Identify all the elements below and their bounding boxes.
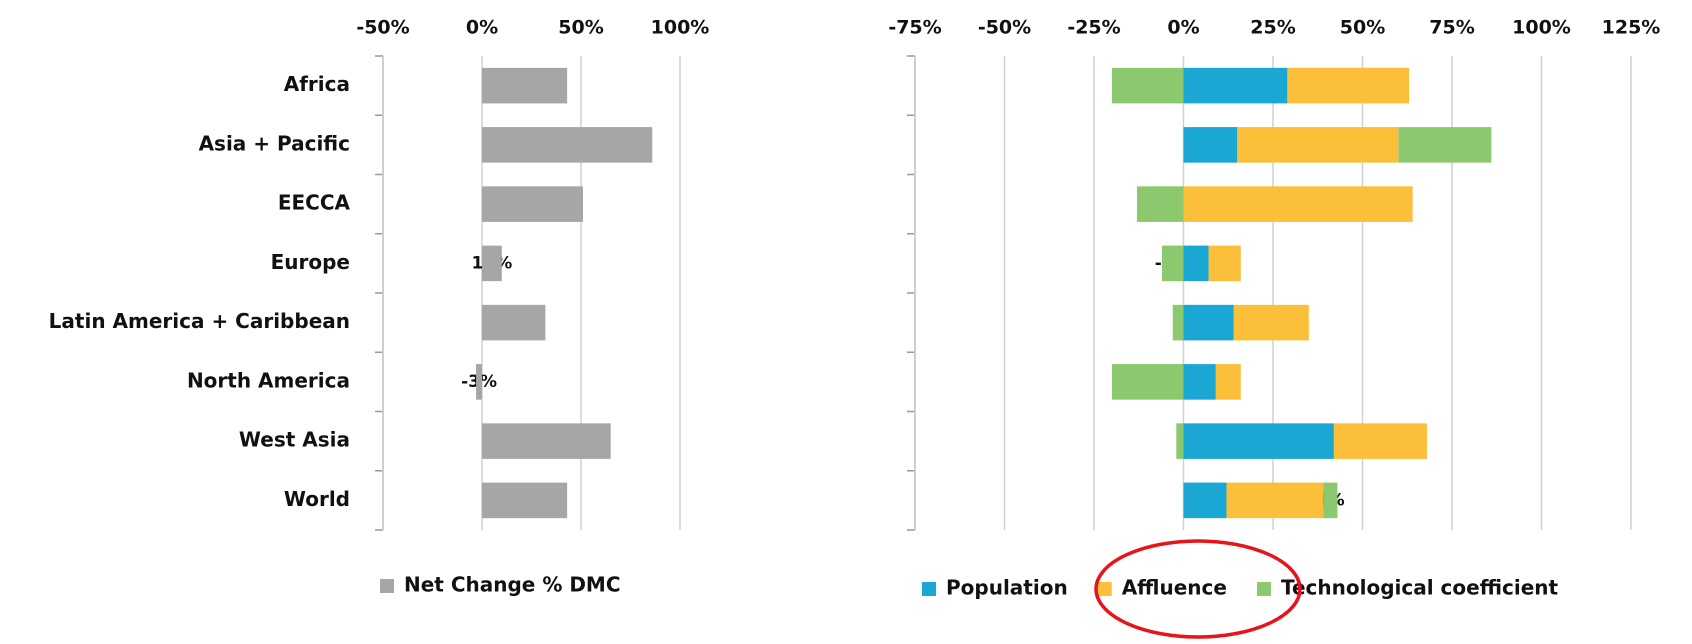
legend-swatch	[380, 579, 394, 593]
bar-segment	[1162, 245, 1184, 282]
bar-segment	[1183, 245, 1209, 282]
bar-segment	[1237, 127, 1399, 163]
bar	[482, 67, 568, 104]
bar	[482, 245, 502, 282]
bar-segment	[1398, 127, 1492, 163]
legend-label: Technological coefficient	[1281, 576, 1559, 600]
bar-segment	[1183, 304, 1234, 341]
category-label: Europe	[271, 250, 350, 274]
x-tick-label: 75%	[1429, 17, 1474, 39]
x-tick-label: -50%	[978, 17, 1031, 39]
bar-segment	[1183, 423, 1334, 459]
category-label: Africa	[284, 72, 350, 96]
bar-segment	[1287, 67, 1410, 104]
legend-label: Affluence	[1122, 576, 1227, 600]
x-tick-label: 50%	[558, 17, 603, 39]
legend-label: Net Change % DMC	[404, 573, 621, 597]
bar-segment	[1215, 364, 1241, 400]
bar-segment	[1136, 186, 1184, 222]
bar-segment	[1111, 67, 1184, 104]
category-label: World	[284, 487, 350, 511]
bar-segment	[1208, 245, 1241, 282]
bar-segment	[1226, 482, 1324, 519]
category-label: Latin America + Caribbean	[49, 309, 350, 333]
legend-swatch	[1256, 582, 1271, 596]
category-label: West Asia	[239, 428, 350, 452]
bar	[482, 304, 546, 341]
legend-swatch	[1097, 582, 1112, 596]
x-tick-label: 125%	[1602, 17, 1661, 39]
highlight-circle	[1094, 539, 1302, 639]
category-label: Asia + Pacific	[199, 131, 350, 155]
x-tick-label: 0%	[1167, 17, 1199, 39]
bar-segment	[1111, 364, 1184, 400]
bar-segment	[1172, 304, 1184, 341]
bar-segment	[1176, 423, 1184, 459]
x-tick-label: 100%	[1512, 17, 1571, 39]
x-tick-label: 100%	[651, 17, 710, 39]
bar-segment	[1183, 127, 1238, 163]
x-tick-label: -75%	[888, 17, 941, 39]
bar	[482, 423, 611, 459]
bar-segment	[1183, 186, 1413, 222]
legend-swatch	[922, 582, 936, 596]
x-tick-label: 50%	[1340, 17, 1385, 39]
bar	[476, 364, 482, 400]
x-tick-label: 25%	[1250, 17, 1295, 39]
bar	[482, 186, 583, 222]
category-label: North America	[187, 368, 350, 392]
bar-segment	[1333, 423, 1427, 459]
bar-segment	[1183, 67, 1288, 104]
category-label: EECCA	[278, 191, 351, 215]
bar-segment	[1183, 482, 1227, 519]
bar-segment	[1323, 482, 1338, 519]
bar-segment	[1183, 364, 1216, 400]
bar-segment	[1233, 304, 1309, 341]
bar	[482, 482, 568, 519]
legend-label: Population	[946, 576, 1068, 600]
x-tick-label: -25%	[1067, 17, 1120, 39]
x-tick-label: -50%	[356, 17, 409, 39]
bar	[482, 127, 653, 163]
x-tick-label: 0%	[466, 17, 498, 39]
